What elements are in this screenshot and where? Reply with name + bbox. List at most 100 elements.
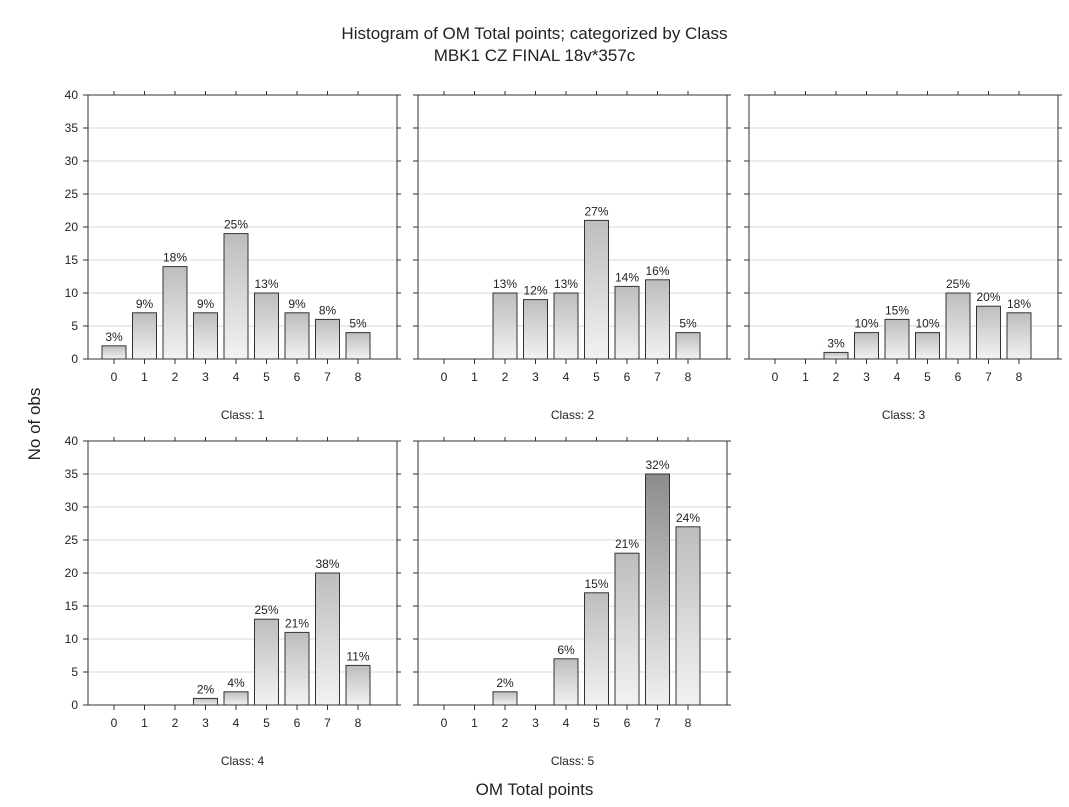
x-tick-label: 2 — [833, 370, 840, 384]
data-label: 3% — [105, 330, 123, 344]
x-tick-label: 5 — [593, 716, 600, 730]
x-tick-label: 6 — [294, 716, 301, 730]
x-tick-label: 2 — [502, 370, 509, 384]
data-label: 13% — [554, 277, 578, 291]
data-label: 25% — [224, 218, 248, 232]
x-tick-label: 3 — [202, 716, 209, 730]
x-tick-label: 0 — [441, 370, 448, 384]
bar — [315, 318, 340, 360]
x-tick-label: 4 — [233, 370, 240, 384]
x-tick-label: 3 — [202, 370, 209, 384]
bar — [345, 664, 371, 706]
data-label: 14% — [615, 270, 639, 284]
x-tick-label: 2 — [502, 716, 509, 730]
x-tick-label: 2 — [172, 370, 179, 384]
x-tick-label: 0 — [111, 370, 118, 384]
data-label: 4% — [227, 676, 245, 690]
data-label: 25% — [946, 277, 970, 291]
x-tick-label: 8 — [355, 370, 362, 384]
data-label: 15% — [885, 303, 909, 317]
x-tick-label: 4 — [563, 370, 570, 384]
data-label: 18% — [1007, 297, 1031, 311]
x-tick-label: 5 — [263, 716, 270, 730]
bar — [492, 691, 518, 706]
x-tick-label: 0 — [772, 370, 779, 384]
panel-label: Class: 1 — [221, 408, 265, 422]
data-label: 10% — [915, 317, 939, 331]
x-tick-label: 6 — [294, 370, 301, 384]
y-tick-label: 40 — [65, 88, 79, 102]
x-tick-label: 3 — [532, 716, 539, 730]
data-label: 5% — [349, 317, 367, 331]
x-tick-label: 5 — [924, 370, 931, 384]
bar — [854, 332, 879, 360]
bar — [614, 285, 640, 360]
bar — [315, 572, 340, 706]
y-tick-label: 30 — [65, 154, 79, 168]
bar — [1006, 312, 1032, 360]
x-tick-label: 1 — [141, 716, 148, 730]
data-label: 32% — [645, 458, 669, 472]
bar — [584, 592, 609, 706]
x-tick-label: 6 — [624, 716, 631, 730]
data-label: 27% — [584, 204, 608, 218]
data-label: 2% — [197, 682, 215, 696]
bar — [553, 292, 579, 360]
bar — [132, 312, 157, 360]
histogram-panel-3: 0 1 2 3% 3 10% 4 15% 5 10% 6 25% 7 20% 8 18% Class: 3 — [744, 91, 1062, 422]
data-label: 9% — [288, 297, 306, 311]
data-label: 5% — [679, 317, 697, 331]
y-tick-label: 25 — [65, 533, 79, 547]
bar — [645, 279, 670, 360]
x-tick-label: 7 — [324, 370, 331, 384]
x-tick-label: 1 — [141, 370, 148, 384]
histogram-panel-2: 0 1 2 13% 3 12% 4 13% 5 27% 6 14% 7 16% 8 5% Class: 2 — [413, 91, 731, 422]
bar — [492, 292, 518, 360]
data-label: 9% — [197, 297, 215, 311]
data-label: 11% — [346, 649, 369, 663]
x-tick-label: 2 — [172, 716, 179, 730]
y-tick-label: 15 — [65, 253, 79, 267]
data-label: 21% — [615, 537, 639, 551]
x-axis-title: OM Total points — [475, 780, 594, 799]
y-tick-label: 40 — [65, 434, 79, 448]
bar — [553, 658, 579, 706]
bar — [645, 473, 670, 706]
bar — [284, 631, 310, 706]
x-tick-label: 8 — [685, 370, 692, 384]
y-tick-label: 35 — [65, 467, 79, 481]
x-tick-label: 1 — [802, 370, 809, 384]
chart-title: Histogram of OM Total points; categorize… — [341, 24, 728, 43]
bar — [584, 219, 609, 360]
x-tick-label: 7 — [654, 716, 661, 730]
x-tick-label: 4 — [233, 716, 240, 730]
bar — [523, 299, 548, 360]
data-label: 16% — [645, 264, 669, 278]
y-tick-label: 25 — [65, 187, 79, 201]
bar — [101, 345, 127, 360]
x-tick-label: 7 — [985, 370, 992, 384]
data-label: 6% — [557, 643, 575, 657]
x-tick-label: 0 — [111, 716, 118, 730]
y-tick-label: 20 — [65, 566, 79, 580]
data-label: 38% — [315, 557, 339, 571]
x-tick-label: 1 — [471, 716, 478, 730]
y-tick-label: 10 — [65, 286, 79, 300]
data-label: 20% — [976, 290, 1000, 304]
bar — [345, 332, 371, 360]
x-tick-label: 4 — [563, 716, 570, 730]
panel-label: Class: 4 — [221, 754, 265, 768]
data-label: 24% — [676, 511, 700, 525]
data-label: 18% — [163, 251, 187, 265]
bar — [823, 351, 849, 360]
bar — [193, 697, 218, 706]
y-tick-label: 20 — [65, 220, 79, 234]
x-tick-label: 5 — [263, 370, 270, 384]
x-tick-label: 7 — [654, 370, 661, 384]
bar — [254, 292, 279, 360]
bar — [884, 318, 910, 360]
x-tick-label: 3 — [863, 370, 870, 384]
panel-label: Class: 2 — [551, 408, 595, 422]
